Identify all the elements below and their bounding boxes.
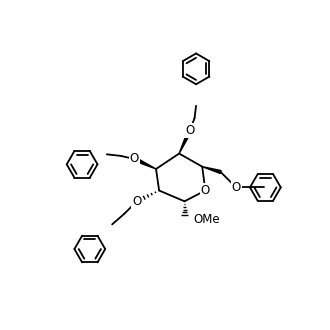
Text: O: O: [132, 195, 142, 208]
Text: O: O: [201, 184, 210, 197]
Text: O: O: [185, 124, 195, 137]
Text: OMe: OMe: [194, 213, 220, 226]
Text: O: O: [231, 181, 241, 194]
Polygon shape: [202, 167, 221, 174]
Polygon shape: [179, 130, 192, 153]
Polygon shape: [134, 157, 156, 169]
Text: O: O: [130, 152, 139, 165]
